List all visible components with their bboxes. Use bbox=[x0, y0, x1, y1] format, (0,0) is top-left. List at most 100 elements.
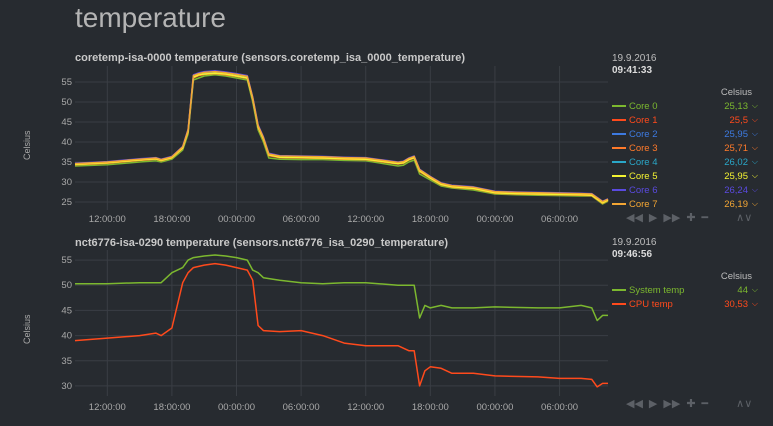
y-tick-label: 30 bbox=[61, 381, 72, 392]
chevron-down-icon[interactable]: ⌵ bbox=[751, 101, 758, 110]
legend-item[interactable]: Core 1 25,5 ⌵ bbox=[612, 113, 758, 127]
legend-swatch bbox=[612, 175, 626, 177]
chevron-down-icon[interactable]: ⌵ bbox=[751, 299, 758, 308]
legend-swatch bbox=[612, 133, 626, 135]
legend-item-name: Core 3 bbox=[629, 142, 658, 154]
legend-item[interactable]: Core 4 26,02 ⌵ bbox=[612, 155, 758, 169]
legend-item-name: System temp bbox=[629, 284, 685, 296]
legend-units: Celsius bbox=[720, 271, 752, 282]
x-tick-label: 18:00:00 bbox=[153, 214, 190, 225]
x-tick-label: 12:00:00 bbox=[89, 402, 126, 413]
play-icon[interactable]: ▶ bbox=[648, 398, 658, 410]
y-tick-label: 55 bbox=[61, 255, 72, 266]
rewind-icon[interactable]: ◀◀ bbox=[626, 212, 643, 224]
legend-item-name: Core 1 bbox=[629, 114, 658, 126]
zoom-out-icon[interactable]: ━ bbox=[701, 398, 709, 410]
legend-item-value: 25,5 bbox=[729, 114, 749, 126]
legend-item-name: Core 6 bbox=[629, 184, 658, 196]
legend-item[interactable]: Core 7 26,19 ⌵ bbox=[612, 197, 758, 211]
legend-item-name: Core 4 bbox=[629, 156, 658, 168]
legend-item-value: 25,95 bbox=[724, 128, 748, 140]
legend-item-name: Core 2 bbox=[629, 128, 658, 140]
x-tick-label: 18:00:00 bbox=[412, 214, 449, 225]
legend-swatch bbox=[612, 161, 626, 163]
legend-item-value: 25,95 bbox=[724, 170, 748, 182]
chart-plot-coretemp[interactable]: 25 30 35 40 45 50 55 12:00:00 18:00:00 00:00:00 06… bbox=[0, 0, 612, 230]
legend-item-name: Core 7 bbox=[629, 198, 658, 210]
legend-item[interactable]: System temp 44 ⌵ bbox=[612, 283, 758, 297]
y-tick-label: 30 bbox=[61, 177, 72, 188]
chevron-down-icon[interactable]: ⌵ bbox=[751, 129, 758, 138]
legend-swatch bbox=[612, 303, 626, 305]
section-title: temperature bbox=[75, 2, 226, 33]
chart-plot-nct6776[interactable]: 30 35 40 45 50 55 12:00:00 18:00:00 00:00:00 06:0… bbox=[0, 0, 612, 426]
y-tick-label: 50 bbox=[61, 97, 72, 108]
legend-item[interactable]: CPU temp 30,53 ⌵ bbox=[612, 297, 758, 311]
chevron-down-icon[interactable]: ⌵ bbox=[751, 115, 758, 124]
x-tick-label: 12:00:00 bbox=[347, 214, 384, 225]
legend-item[interactable]: Core 6 26,24 ⌵ bbox=[612, 183, 758, 197]
x-tick-label: 06:00:00 bbox=[283, 402, 320, 413]
x-tick-label: 18:00:00 bbox=[153, 402, 190, 413]
y-tick-label: 35 bbox=[61, 356, 72, 367]
chart-title-nct6776: nct6776-isa-0290 temperature (sensors.nc… bbox=[75, 237, 448, 249]
chart-controls-coretemp: ◀◀ ▶ ▶▶ ✚ ━ ∧∨ bbox=[626, 212, 758, 224]
resize-icon[interactable]: ∧∨ bbox=[736, 212, 753, 224]
chevron-down-icon[interactable]: ⌵ bbox=[751, 143, 758, 152]
chart-title-coretemp: coretemp-isa-0000 temperature (sensors.c… bbox=[75, 52, 466, 64]
zoom-in-icon[interactable]: ✚ bbox=[686, 398, 696, 410]
legend-swatch bbox=[612, 147, 626, 149]
x-tick-label: 00:00:00 bbox=[218, 402, 255, 413]
legend-item-name: CPU temp bbox=[629, 298, 673, 310]
legend-item-value: 44 bbox=[737, 284, 748, 296]
zoom-in-icon[interactable]: ✚ bbox=[686, 212, 696, 224]
legend-item-value: 26,19 bbox=[724, 198, 748, 210]
legend-time: 09:46:56 bbox=[612, 249, 653, 260]
legend-swatch bbox=[612, 119, 626, 121]
chevron-down-icon[interactable]: ⌵ bbox=[751, 185, 758, 194]
resize-icon[interactable]: ∧∨ bbox=[736, 398, 753, 410]
forward-icon[interactable]: ▶▶ bbox=[663, 398, 681, 410]
legend-item-name: Core 0 bbox=[629, 100, 658, 112]
chart-controls-nct6776: ◀◀ ▶ ▶▶ ✚ ━ ∧∨ bbox=[626, 398, 758, 410]
x-tick-label: 06:00:00 bbox=[283, 214, 320, 225]
x-tick-label: 00:00:00 bbox=[476, 214, 513, 225]
legend-item[interactable]: Core 0 25,13 ⌵ bbox=[612, 99, 758, 113]
play-icon[interactable]: ▶ bbox=[648, 212, 658, 224]
forward-icon[interactable]: ▶▶ bbox=[663, 212, 681, 224]
x-tick-label: 00:00:00 bbox=[476, 402, 513, 413]
x-tick-label: 06:00:00 bbox=[541, 402, 578, 413]
y-tick-label: 25 bbox=[61, 197, 72, 208]
zoom-out-icon[interactable]: ━ bbox=[701, 212, 709, 224]
legend-date: 19.9.2016 bbox=[612, 53, 657, 64]
y-tick-label: 50 bbox=[61, 280, 72, 291]
legend-item-name: Core 5 bbox=[629, 170, 658, 182]
chevron-down-icon[interactable]: ⌵ bbox=[751, 171, 758, 180]
y-tick-label: 45 bbox=[61, 117, 72, 128]
x-tick-label: 00:00:00 bbox=[218, 214, 255, 225]
y-tick-label: 55 bbox=[61, 77, 72, 88]
legend-item-value: 26,02 bbox=[724, 156, 748, 168]
legend-item[interactable]: Core 5 25,95 ⌵ bbox=[612, 169, 758, 183]
legend-item[interactable]: Core 2 25,95 ⌵ bbox=[612, 127, 758, 141]
legend-date: 19.9.2016 bbox=[612, 237, 657, 248]
chevron-down-icon[interactable]: ⌵ bbox=[751, 285, 758, 294]
legend-time: 09:41:33 bbox=[612, 65, 653, 76]
legend-item-value: 25,13 bbox=[724, 100, 748, 112]
legend-units: Celsius bbox=[720, 87, 752, 98]
chevron-down-icon[interactable]: ⌵ bbox=[751, 199, 758, 208]
y-tick-label: 40 bbox=[61, 331, 72, 342]
chevron-down-icon[interactable]: ⌵ bbox=[751, 157, 758, 166]
legend-nct6776: 19.9.2016 09:46:56 Celsius System temp 44… bbox=[612, 237, 758, 311]
x-tick-label: 18:00:00 bbox=[412, 402, 449, 413]
series-line-cpu-temp bbox=[74, 262, 608, 388]
x-tick-label: 06:00:00 bbox=[541, 214, 578, 225]
y-tick-label: 40 bbox=[61, 137, 72, 148]
y-tick-label: 45 bbox=[61, 305, 72, 316]
rewind-icon[interactable]: ◀◀ bbox=[626, 398, 643, 410]
legend-item[interactable]: Core 3 25,71 ⌵ bbox=[612, 141, 758, 155]
legend-item-value: 30,53 bbox=[724, 298, 748, 310]
legend-item-value: 26,24 bbox=[724, 184, 748, 196]
legend-swatch bbox=[612, 289, 626, 291]
legend-item-value: 25,71 bbox=[724, 142, 748, 154]
